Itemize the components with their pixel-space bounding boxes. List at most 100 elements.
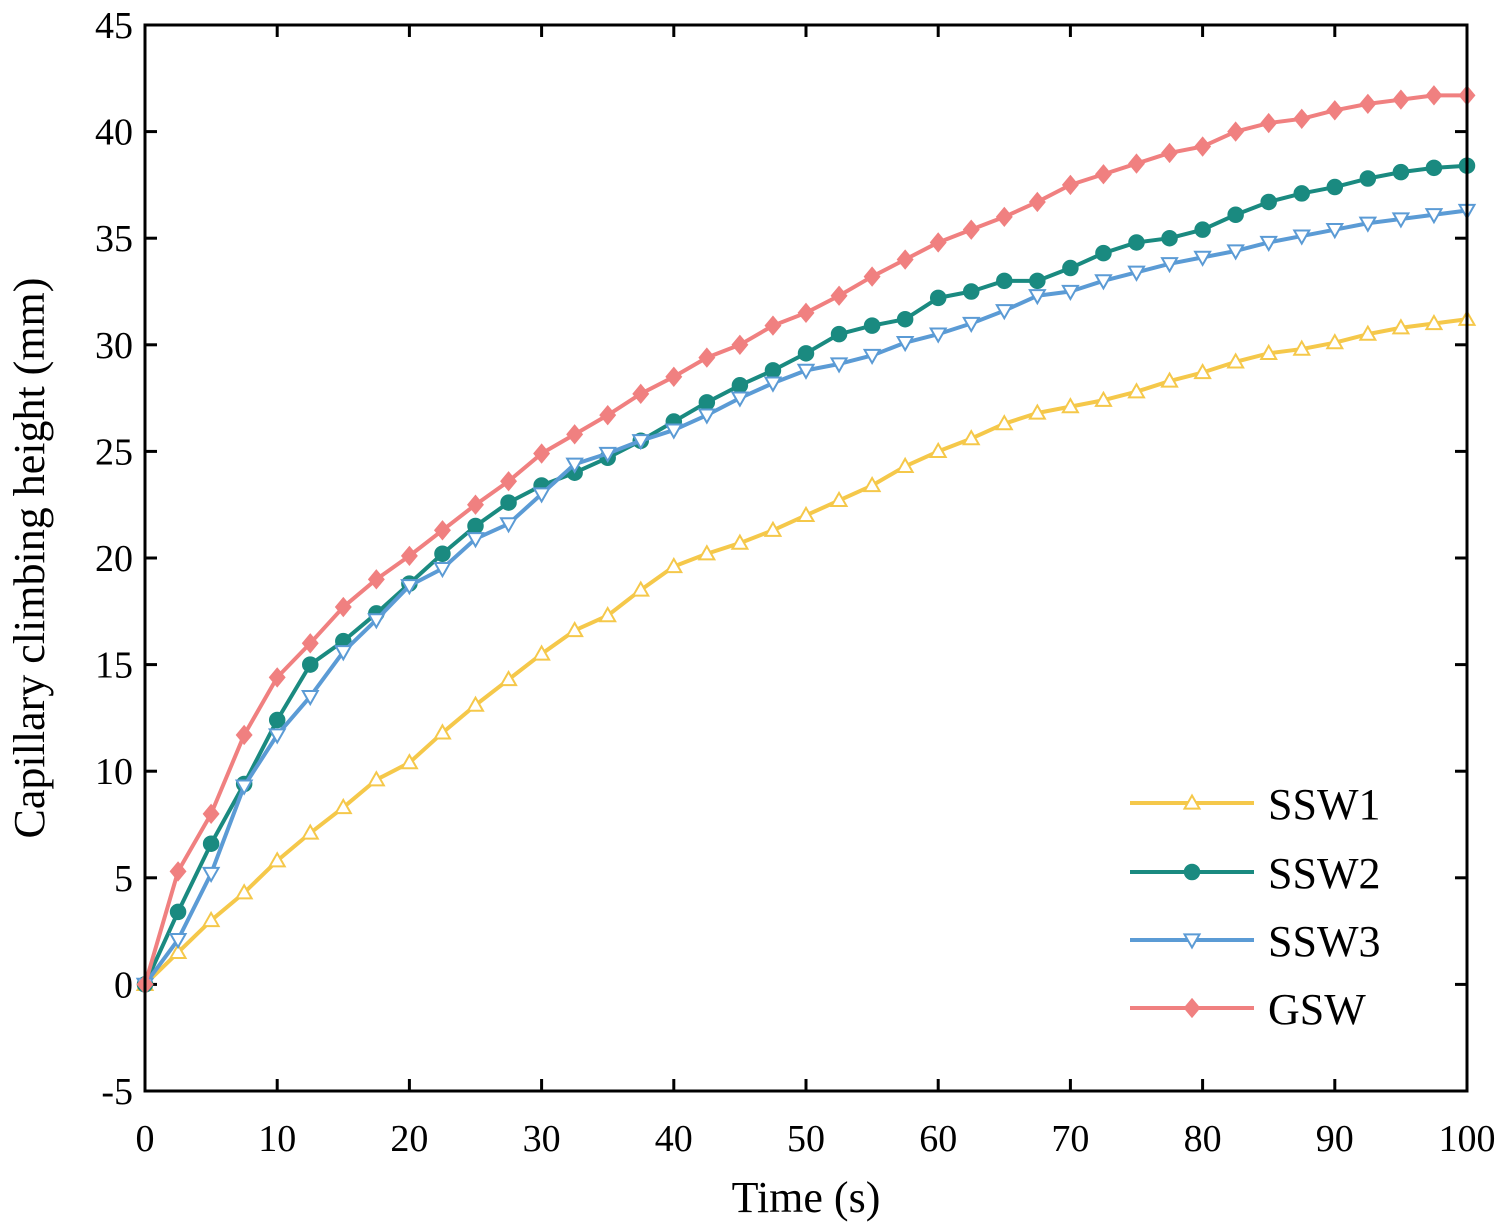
x-tick-label: 0 bbox=[136, 1118, 155, 1160]
legend: SSW1 SSW2 SSW3 GSW bbox=[1130, 780, 1380, 1034]
legend-label-gsw: GSW bbox=[1268, 985, 1366, 1034]
x-tick-label: 30 bbox=[523, 1118, 561, 1160]
point-gsw bbox=[1194, 136, 1212, 157]
point-ssw1 bbox=[1160, 371, 1179, 388]
point-ssw1 bbox=[1193, 363, 1212, 380]
point-ssw1 bbox=[995, 414, 1014, 431]
point-ssw3 bbox=[400, 579, 419, 596]
point-ssw1 bbox=[1292, 339, 1311, 356]
y-tick-label: 25 bbox=[95, 431, 133, 473]
plot-area-frame bbox=[143, 23, 1469, 1093]
point-ssw1 bbox=[1127, 382, 1146, 399]
point-ssw3 bbox=[1226, 244, 1245, 261]
point-gsw bbox=[1227, 121, 1245, 142]
x-axis-title: Time (s) bbox=[732, 1173, 881, 1222]
series-ssw1 bbox=[135, 309, 1477, 992]
point-gsw bbox=[1161, 142, 1179, 164]
point-ssw3 bbox=[433, 562, 452, 579]
point-ssw1 bbox=[664, 557, 684, 574]
point-ssw1 bbox=[1226, 352, 1245, 369]
point-ssw1 bbox=[730, 533, 750, 550]
x-tick-label: 60 bbox=[919, 1118, 957, 1160]
point-ssw3 bbox=[1358, 216, 1378, 233]
y-tick-label: 35 bbox=[95, 218, 133, 260]
point-ssw1 bbox=[1391, 318, 1411, 335]
point-gsw bbox=[533, 443, 551, 464]
legend-item-ssw2: SSW2 bbox=[1130, 849, 1380, 898]
point-gsw bbox=[962, 219, 980, 240]
point-gsw bbox=[433, 520, 451, 541]
x-tick-label: 80 bbox=[1184, 1118, 1222, 1160]
point-ssw1 bbox=[234, 883, 254, 900]
point-ssw3 bbox=[1094, 274, 1113, 291]
point-ssw3 bbox=[598, 446, 617, 464]
legend-item-gsw: GSW bbox=[1130, 985, 1366, 1034]
point-ssw3 bbox=[267, 728, 287, 745]
y-tick-label: 40 bbox=[95, 112, 133, 154]
point-ssw2 bbox=[797, 345, 815, 362]
point-ssw3 bbox=[334, 645, 353, 662]
y-tick-label: 15 bbox=[95, 645, 133, 687]
point-ssw2 bbox=[169, 903, 187, 921]
x-tick-label: 50 bbox=[787, 1118, 825, 1160]
point-ssw3 bbox=[796, 363, 816, 380]
point-ssw1 bbox=[499, 670, 518, 687]
point-gsw bbox=[863, 266, 881, 287]
y-tick-label: 5 bbox=[114, 858, 133, 900]
y-tick-label: 20 bbox=[95, 538, 133, 580]
y-tick-label: 10 bbox=[95, 751, 133, 793]
point-ssw3 bbox=[1325, 223, 1345, 240]
point-gsw bbox=[268, 667, 286, 688]
point-ssw3 bbox=[1259, 235, 1278, 252]
point-gsw bbox=[632, 383, 650, 405]
point-ssw3 bbox=[763, 376, 783, 393]
point-ssw1 bbox=[1094, 390, 1113, 407]
point-ssw2 bbox=[830, 325, 848, 343]
point-ssw2 bbox=[1194, 221, 1211, 238]
point-gsw bbox=[1061, 174, 1079, 196]
series-gsw bbox=[136, 85, 1476, 995]
point-ssw2 bbox=[1095, 244, 1112, 262]
point-ssw2 bbox=[1029, 272, 1046, 290]
point-ssw3 bbox=[995, 304, 1014, 321]
point-gsw bbox=[995, 206, 1013, 228]
point-gsw bbox=[896, 249, 914, 270]
point-ssw1 bbox=[763, 520, 783, 537]
point-ssw1 bbox=[829, 490, 849, 508]
point-ssw1 bbox=[1259, 343, 1278, 360]
point-ssw1 bbox=[168, 942, 188, 960]
point-ssw1 bbox=[267, 851, 287, 868]
point-ssw1 bbox=[433, 723, 452, 740]
point-gsw bbox=[764, 315, 782, 336]
point-ssw2 bbox=[698, 394, 716, 411]
point-gsw bbox=[566, 424, 584, 445]
point-ssw3 bbox=[301, 689, 320, 707]
point-ssw3 bbox=[168, 933, 188, 950]
point-ssw3 bbox=[928, 327, 948, 344]
point-ssw3 bbox=[532, 487, 551, 504]
point-ssw1 bbox=[862, 475, 882, 493]
point-ssw3 bbox=[1028, 289, 1047, 306]
point-ssw3 bbox=[466, 532, 485, 549]
point-ssw3 bbox=[499, 517, 518, 534]
point-ssw3 bbox=[201, 866, 221, 884]
x-tick-label: 10 bbox=[258, 1118, 296, 1160]
point-gsw bbox=[334, 596, 352, 618]
point-ssw1 bbox=[895, 456, 915, 473]
point-gsw bbox=[169, 861, 187, 882]
legend-item-ssw3: SSW3 bbox=[1130, 917, 1380, 966]
point-ssw2 bbox=[863, 317, 881, 334]
point-ssw2 bbox=[963, 283, 980, 300]
point-ssw2 bbox=[1227, 206, 1244, 223]
point-ssw1 bbox=[466, 695, 485, 712]
point-ssw2 bbox=[1062, 259, 1079, 277]
point-gsw bbox=[797, 302, 815, 323]
point-ssw1 bbox=[334, 797, 353, 815]
point-ssw1 bbox=[367, 770, 386, 787]
point-ssw2 bbox=[764, 362, 782, 379]
point-ssw1 bbox=[796, 505, 816, 522]
point-ssw1 bbox=[1358, 324, 1378, 341]
point-ssw3 bbox=[565, 457, 584, 474]
point-ssw3 bbox=[862, 348, 882, 365]
